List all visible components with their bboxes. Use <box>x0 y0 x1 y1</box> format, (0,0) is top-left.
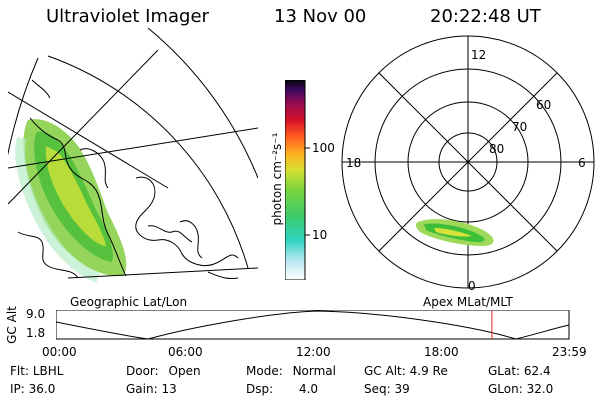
info-ip-value: 36.0 <box>28 382 56 396</box>
info-dsp-value: 4.0 <box>298 382 319 396</box>
altitude-ylabel: GC Alt <box>5 306 19 344</box>
mlt-label-18: 18 <box>346 156 362 170</box>
polar-caption: Apex MLat/MLT <box>423 295 513 309</box>
mlt-label-6: 6 <box>578 156 586 170</box>
geographic-map <box>8 28 258 283</box>
info-flt-label: Flt: <box>10 364 29 378</box>
info-mode: Mode: Normal <box>246 364 336 378</box>
info-seq-label: Seq: <box>364 382 391 396</box>
info-ip-label: IP: <box>10 382 25 396</box>
info-gain: Gain: 13 <box>126 382 177 396</box>
polar-grid <box>341 35 595 289</box>
info-glat-value: 62.4 <box>523 364 551 378</box>
info-glat: GLat: 62.4 <box>488 364 551 378</box>
aurora-emission-map <box>15 119 127 283</box>
info-gcalt-label: GC Alt: <box>364 364 406 378</box>
aurora-emission-polar <box>415 219 494 246</box>
altitude-xtick-0600: 06:00 <box>168 345 203 359</box>
info-door-value: Open <box>168 364 201 378</box>
info-glon-value: 32.0 <box>526 382 554 396</box>
info-mode-label: Mode: <box>246 364 283 378</box>
polar-mlat-mlt-plot <box>341 35 595 289</box>
info-seq-value: 39 <box>394 382 410 396</box>
colorbar-tick-100: 100 <box>312 141 335 155</box>
info-gcalt-value: 4.9 Re <box>409 364 448 378</box>
altitude-curve <box>56 310 570 340</box>
mlt-label-0: 0 <box>468 279 476 293</box>
map-graticule <box>8 28 258 279</box>
mlat-label-60: 60 <box>536 98 552 112</box>
date-label: 13 Nov 00 <box>274 6 367 27</box>
mlt-label-12: 12 <box>471 48 487 62</box>
time-label: 20:22:48 UT <box>430 6 541 27</box>
altitude-xtick-0000: 00:00 <box>42 345 77 359</box>
colorbar-tick-10: 10 <box>312 228 328 242</box>
altitude-xtick-2359: 23:59 <box>552 345 587 359</box>
info-flt-value: LBHL <box>32 364 64 378</box>
info-ip: IP: 36.0 <box>10 382 55 396</box>
info-seq: Seq: 39 <box>364 382 410 396</box>
info-gcalt: GC Alt: 4.9 Re <box>364 364 448 378</box>
info-glon: GLon: 32.0 <box>488 382 553 396</box>
altitude-ytick-max: 9.0 <box>26 307 46 321</box>
altitude-xtick-1200: 12:00 <box>296 345 331 359</box>
info-glon-label: GLon: <box>488 382 523 396</box>
altitude-xtick-1800: 18:00 <box>424 345 459 359</box>
altitude-ytick-min: 1.8 <box>26 326 46 340</box>
info-flt: Flt: LBHL <box>10 364 63 378</box>
colorbar-unit-label: photon cm⁻²s⁻¹ <box>270 132 284 226</box>
info-door: Door: Open <box>126 364 201 378</box>
info-gain-value: 13 <box>161 382 177 396</box>
info-gain-label: Gain: <box>126 382 158 396</box>
info-dsp-label: Dsp: <box>246 382 274 396</box>
gc-altitude-timeline <box>56 310 570 340</box>
info-door-label: Door: <box>126 364 159 378</box>
info-dsp: Dsp: 4.0 <box>246 382 318 396</box>
info-mode-value: Normal <box>292 364 336 378</box>
colorbar <box>285 80 310 280</box>
info-glat-label: GLat: <box>488 364 521 378</box>
map-coastlines <box>17 79 239 279</box>
instrument-title: Ultraviolet Imager <box>46 6 209 27</box>
mlat-label-70: 70 <box>512 120 528 134</box>
map-caption: Geographic Lat/Lon <box>70 295 188 309</box>
mlat-label-80: 80 <box>489 142 505 156</box>
